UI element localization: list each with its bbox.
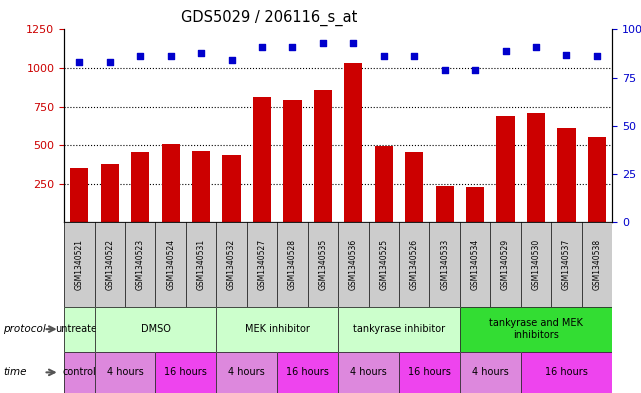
Text: DMSO: DMSO [140,324,171,334]
Point [226,57,237,63]
Bar [588,136,606,222]
Bar [436,186,454,222]
Text: protocol: protocol [3,324,46,334]
Text: GSM1340538: GSM1340538 [592,239,601,290]
Text: time: time [3,367,27,377]
Text: MEK inhibitor: MEK inhibitor [245,324,310,334]
Bar [466,187,484,222]
Bar [131,152,149,222]
Text: GSM1340536: GSM1340536 [349,239,358,290]
Point [348,40,358,46]
Text: 16 hours: 16 hours [408,367,451,377]
Text: 16 hours: 16 hours [545,367,588,377]
Bar [314,90,332,222]
Point [318,40,328,46]
Text: tankyrase inhibitor: tankyrase inhibitor [353,324,445,334]
Text: GSM1340534: GSM1340534 [470,239,479,290]
Text: GSM1340529: GSM1340529 [501,239,510,290]
Bar [162,144,179,222]
Text: GSM1340532: GSM1340532 [227,239,236,290]
Text: GDS5029 / 206116_s_at: GDS5029 / 206116_s_at [181,10,358,26]
Point [287,44,297,50]
Point [135,53,146,60]
Bar [192,151,210,222]
Bar [71,168,88,222]
Point [501,48,511,54]
Text: GSM1340522: GSM1340522 [105,239,114,290]
Text: GSM1340524: GSM1340524 [166,239,175,290]
Text: GSM1340527: GSM1340527 [258,239,267,290]
Text: GSM1340533: GSM1340533 [440,239,449,290]
Text: tankyrase and MEK
inhibitors: tankyrase and MEK inhibitors [489,318,583,340]
Point [379,53,389,60]
Text: 4 hours: 4 hours [106,367,144,377]
Text: untreated: untreated [55,324,103,334]
Text: 4 hours: 4 hours [472,367,509,377]
Point [562,51,572,58]
Text: GSM1340535: GSM1340535 [319,239,328,290]
Point [440,67,450,73]
Bar [527,113,545,222]
Text: 4 hours: 4 hours [350,367,387,377]
Text: GSM1340537: GSM1340537 [562,239,571,290]
Text: GSM1340523: GSM1340523 [136,239,145,290]
Point [104,59,115,65]
Text: GSM1340528: GSM1340528 [288,239,297,290]
Point [470,67,480,73]
Bar [344,62,362,222]
Bar [496,116,515,222]
Point [409,53,419,60]
Bar [253,97,271,222]
Bar [405,152,423,222]
Bar [374,146,393,222]
Text: 16 hours: 16 hours [165,367,207,377]
Bar [557,128,576,222]
Point [165,53,176,60]
Bar [283,99,301,222]
Text: GSM1340521: GSM1340521 [75,239,84,290]
Bar [222,155,240,222]
Point [531,44,541,50]
Text: GSM1340531: GSM1340531 [197,239,206,290]
Text: GSM1340525: GSM1340525 [379,239,388,290]
Point [196,50,206,56]
Text: 16 hours: 16 hours [287,367,329,377]
Text: 4 hours: 4 hours [228,367,265,377]
Point [74,59,85,65]
Text: GSM1340530: GSM1340530 [531,239,540,290]
Text: control: control [62,367,96,377]
Bar [101,163,119,222]
Point [592,53,602,60]
Point [257,44,267,50]
Text: GSM1340526: GSM1340526 [410,239,419,290]
